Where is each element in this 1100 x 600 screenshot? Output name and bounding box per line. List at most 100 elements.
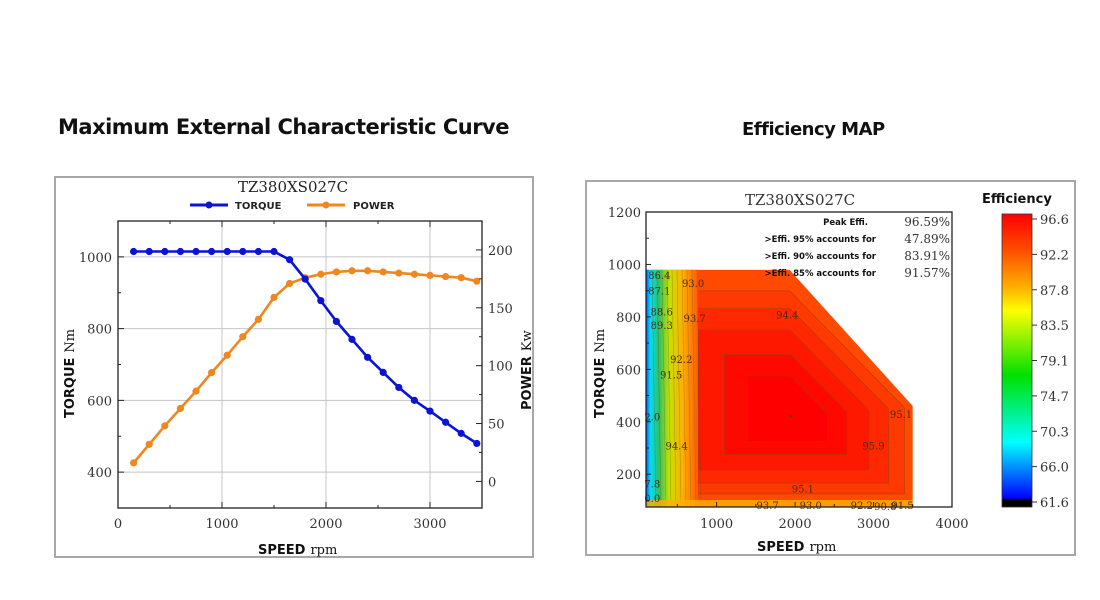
x-tick-label: 4000: [935, 517, 968, 532]
contour-label: 95.1: [792, 485, 814, 496]
power-point: [208, 369, 216, 377]
chart-legend: TORQUE POWER: [190, 201, 395, 212]
y-tick-label: 200: [616, 468, 641, 483]
colorbar: Efficiency 96.6 92.2 87.8 83.5 79.1 74.7 70.3 6…: [982, 192, 1069, 511]
y-tick-label: 400: [616, 416, 641, 431]
efficiency-map-chart: TZ380XS027C 86.4 87.1 93.0 88.6 93.7 89.3 94.4…: [593, 191, 1069, 555]
contour-label: 88.6: [651, 308, 673, 319]
torque-point: [426, 407, 434, 415]
torque-point: [145, 247, 153, 256]
x-tick-label: 1000: [205, 517, 238, 532]
torque-point: [364, 353, 372, 361]
efficiency-heatmap: 86.4 87.1 93.0 88.6 93.7 89.3 94.4 92.2 91.5 2.0 9…: [644, 269, 914, 513]
torque-point: [176, 247, 184, 256]
contour-label: 94.4: [776, 310, 798, 321]
torque-point: [161, 247, 169, 256]
colorbar-tick-label: 61.6: [1040, 496, 1069, 511]
torque-point: [332, 317, 340, 326]
stat-value: 83.91%: [904, 249, 950, 263]
contour-label: 87.1: [648, 287, 670, 298]
low-torque-edge: [646, 500, 913, 507]
contour-line: [666, 269, 672, 507]
colorbar-gradient: [1001, 213, 1033, 508]
contour-label: 93.7: [684, 314, 706, 325]
colorbar-tick-label: 74.7: [1040, 390, 1069, 405]
torque-point: [442, 418, 450, 426]
x-tick-label: 3000: [413, 517, 446, 532]
contour-line: [676, 269, 682, 507]
contour-label: 86.4: [648, 271, 670, 282]
power-point: [270, 293, 278, 301]
power-line: [132, 269, 478, 464]
chart-title: TZ380XS027C: [238, 178, 348, 196]
y-axis-unit: Nm: [593, 329, 608, 353]
x-tick-label: 2000: [779, 517, 812, 532]
power-point: [317, 270, 325, 278]
y-axis-label: TORQUE Nm: [593, 329, 608, 418]
grid-lines: [118, 221, 482, 508]
power-point: [364, 267, 372, 275]
torque-point: [223, 247, 231, 256]
power-point: [442, 272, 450, 281]
power-point: [348, 267, 356, 275]
power-point: [254, 315, 262, 323]
torque-point: [208, 247, 216, 256]
y2-axis-label-text: POWER: [520, 356, 535, 410]
y-axis-label-text: TORQUE: [63, 358, 78, 418]
contour-label: 95.1: [890, 410, 912, 421]
torque-point: [286, 256, 294, 264]
stat-value: 47.89%: [904, 232, 950, 246]
colorbar-tick-label: 79.1: [1040, 355, 1069, 370]
contour-label: 94.4: [665, 441, 687, 452]
legend-power-label: POWER: [353, 201, 395, 212]
contour-line: [696, 269, 702, 507]
contour-line: [651, 269, 657, 507]
colorbar-tick-label: 87.8: [1040, 284, 1069, 299]
y-tick-label: 1000: [79, 251, 112, 266]
contour-label: 92.2: [670, 355, 692, 366]
torque-point: [348, 335, 356, 343]
stat-label: >Effi. 90% accounts for: [765, 252, 877, 262]
power-point: [192, 387, 200, 395]
peak-efficiency-marker: [789, 415, 793, 419]
legend-power-marker: [322, 201, 330, 209]
y2-tick-label: 200: [488, 244, 513, 259]
stat-label: >Effi. 95% accounts for: [765, 235, 877, 245]
power-point: [395, 269, 403, 277]
y-tick-label: 800: [87, 323, 112, 338]
low-efficiency-edge: [646, 269, 698, 507]
axis-ticks: 1000 2000 3000 4000 200 400 600 800 1000 1200: [608, 206, 969, 532]
power-point: [161, 422, 169, 430]
power-point: [145, 440, 153, 448]
contour-label: 2.0: [644, 413, 660, 424]
stat-value: 96.59%: [904, 215, 950, 229]
contour-line: [661, 269, 667, 507]
power-point: [176, 404, 184, 413]
chart-title: TZ380XS027C: [745, 191, 855, 209]
y2-axis-unit: Kw: [520, 330, 535, 351]
stat-label: >Effi. 85% accounts for: [765, 269, 877, 279]
y-tick-label: 1200: [608, 206, 641, 221]
y-axis-unit: Nm: [63, 329, 78, 353]
contour-label: 95.9: [862, 441, 884, 452]
power-point: [426, 271, 434, 279]
torque-point: [410, 396, 418, 404]
power-point: [473, 277, 481, 285]
contour-line: [671, 269, 677, 507]
colorbar-tick-label: 92.2: [1040, 248, 1069, 263]
x-axis-unit: rpm: [809, 540, 836, 555]
contour-line: [686, 269, 692, 507]
left-section-title: Maximum External Characteristic Curve: [58, 115, 510, 139]
x-tick-label: 0: [114, 517, 122, 532]
torque-point: [379, 368, 387, 376]
x-tick-label: 3000: [857, 517, 890, 532]
x-axis-label: SPEED rpm: [258, 543, 337, 558]
torque-point: [254, 247, 262, 256]
x-axis-label: SPEED rpm: [757, 540, 836, 555]
contour-line: [691, 269, 697, 507]
y-axis-label: TORQUE Nm: [63, 329, 78, 418]
contour-label: 93.0: [682, 279, 704, 290]
x-tick-label: 2000: [309, 517, 342, 532]
contour-line: [656, 269, 662, 507]
